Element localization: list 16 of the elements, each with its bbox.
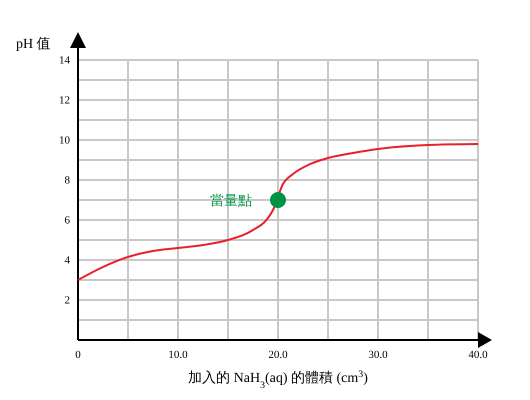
y-tick-label: 14 [59, 54, 70, 67]
x-axis-title: 加入的 NaH$_{3}$(aq) 的體積 (cm$^{3}$) [188, 368, 368, 390]
series-label: 當量點 [210, 193, 252, 209]
y-tick-label: 2 [64, 294, 70, 307]
line-series [77, 143, 479, 281]
x-tick-label: 10.0 [168, 348, 188, 361]
y-tick-label: 6 [64, 214, 70, 227]
x-tick-label: 20.0 [268, 348, 288, 361]
x-tick-label: 0 [75, 348, 82, 361]
y-axis-title: pH 值 [16, 36, 51, 52]
x-tick-label: 30.0 [368, 348, 388, 361]
y-tick-label: 4 [64, 254, 70, 267]
y-tick-label: 8 [64, 174, 70, 187]
y-tick-label: 12 [59, 94, 70, 107]
y-tick-label: 10 [59, 134, 70, 147]
x-tick-label: 40.0 [468, 348, 488, 361]
